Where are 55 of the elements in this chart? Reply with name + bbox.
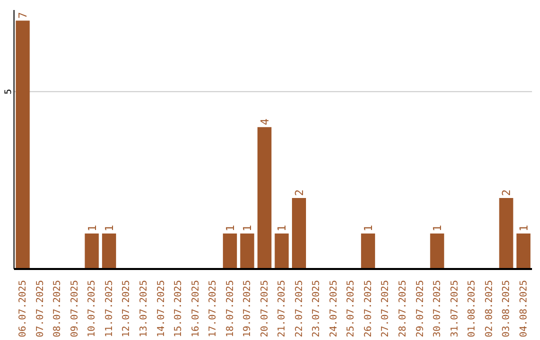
x-tick-label: 19.07.2025 (242, 280, 254, 338)
data-label: 1 (431, 224, 444, 232)
x-tick-label: 17.07.2025 (208, 280, 219, 338)
x-tick-label: 04.08.2025 (518, 280, 530, 338)
x-tick-label: 07.07.2025 (34, 280, 46, 338)
x-tick-label: 24.07.2025 (328, 280, 340, 338)
bar (274, 234, 289, 269)
data-label: 1 (362, 224, 376, 232)
x-tick-label: 16.07.2025 (190, 280, 202, 338)
x-tick-label: 29.07.2025 (414, 280, 426, 338)
bar (222, 234, 237, 269)
bar (292, 198, 306, 269)
x-tick-label: 20.07.2025 (259, 280, 270, 338)
bar (240, 234, 254, 269)
x-tick-label: 06.07.2025 (18, 280, 29, 338)
x-tick-label: 21.07.2025 (276, 280, 288, 338)
bar (516, 234, 530, 269)
x-tick-label: 28.07.2025 (398, 280, 408, 338)
data-label: 2 (500, 189, 514, 196)
x-tick-label: 31.07.2025 (449, 280, 460, 338)
y-tick-label: 5 (4, 88, 14, 94)
bar (499, 198, 514, 269)
bar (102, 234, 116, 269)
x-tick-label: 12.07.2025 (121, 280, 132, 338)
bar (361, 234, 376, 269)
x-tick-label: 10.07.2025 (86, 280, 98, 338)
bar (84, 234, 99, 269)
x-tick-label: 15.07.2025 (173, 280, 184, 338)
data-label: 1 (276, 224, 289, 232)
x-tick-label: 26.07.2025 (362, 280, 374, 338)
x-tick-label: 01.08.2025 (466, 280, 478, 338)
x-tick-label: 22.07.2025 (294, 280, 305, 338)
x-tick-label: 25.07.2025 (346, 280, 357, 338)
bar (430, 234, 444, 269)
x-tick-label: 08.07.2025 (52, 280, 64, 338)
x-tick-label: 18.07.2025 (224, 280, 236, 338)
x-tick-label: 09.07.2025 (69, 280, 80, 338)
x-tick-label: 03.08.2025 (501, 280, 512, 338)
data-label: 1 (241, 224, 254, 232)
x-tick-label: 02.08.2025 (484, 280, 495, 338)
data-label: 4 (258, 118, 272, 126)
x-tick-label: 14.07.2025 (156, 280, 167, 338)
x-tick-label: 13.07.2025 (138, 280, 150, 338)
x-tick-label: 30.07.2025 (432, 280, 444, 338)
bar (16, 20, 30, 269)
data-label: 1 (86, 224, 99, 232)
bar (257, 127, 272, 269)
x-tick-label: 23.07.2025 (311, 280, 322, 338)
x-tick-label: 11.07.2025 (104, 280, 115, 338)
data-label: 1 (224, 224, 237, 232)
data-label: 1 (103, 224, 116, 232)
data-label: 1 (517, 224, 530, 232)
data-label: 7 (16, 12, 30, 19)
x-tick-label: 27.07.2025 (380, 280, 392, 338)
data-label: 2 (292, 189, 306, 196)
